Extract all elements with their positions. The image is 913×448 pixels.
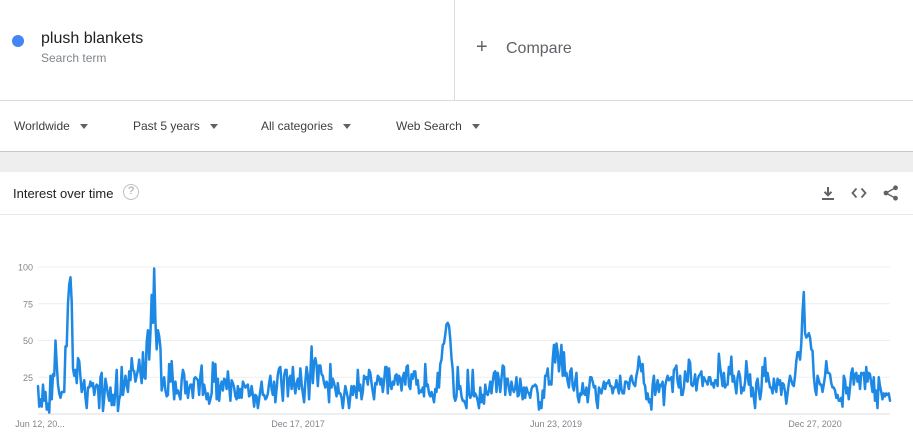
caret-down-icon xyxy=(471,123,480,129)
section-divider xyxy=(0,152,913,172)
filter-time-dropdown[interactable]: Past 5 years xyxy=(133,119,218,133)
compare-label: Compare xyxy=(506,40,572,57)
help-icon[interactable]: ? xyxy=(123,184,139,200)
caret-down-icon xyxy=(209,123,218,129)
search-term-name[interactable]: plush blankets xyxy=(41,30,144,47)
plus-icon: + xyxy=(476,36,488,58)
series-color-dot xyxy=(12,35,24,47)
y-axis-ticks: 100 75 50 25 xyxy=(18,263,33,383)
card-header: Interest over time ? xyxy=(0,172,913,215)
card-title: Interest over time xyxy=(13,186,114,201)
interest-over-time-card: Interest over time ? 100 75 50 25 Jun 12, 2… xyxy=(0,172,913,448)
filter-category-dropdown[interactable]: All categories xyxy=(261,119,352,133)
caret-down-icon xyxy=(343,123,352,129)
x-axis-ticks: Jun 12, 20... Dec 17, 2017 Jun 23, 2019 Dec… xyxy=(15,419,842,429)
y-tick-label: 25 xyxy=(23,373,33,383)
filter-region-dropdown[interactable]: Worldwide xyxy=(14,119,88,133)
filter-region-label: Worldwide xyxy=(14,119,70,133)
series-line xyxy=(36,267,892,414)
download-icon[interactable] xyxy=(819,184,837,202)
y-tick-label: 75 xyxy=(23,299,33,309)
filter-search-type-label: Web Search xyxy=(396,119,462,133)
filter-search-type-dropdown[interactable]: Web Search xyxy=(396,119,480,133)
x-tick-label: Dec 17, 2017 xyxy=(271,419,325,429)
embed-code-icon[interactable] xyxy=(850,184,868,202)
filter-time-label: Past 5 years xyxy=(133,119,200,133)
filter-category-label: All categories xyxy=(261,119,334,133)
y-tick-label: 100 xyxy=(18,263,33,273)
interest-chart: 100 75 50 25 Jun 12, 20... Dec 17, 2017 Jun 2… xyxy=(15,263,892,429)
y-tick-label: 50 xyxy=(23,336,33,346)
caret-down-icon xyxy=(79,123,88,129)
share-icon[interactable] xyxy=(882,184,900,202)
search-term-subtitle: Search term xyxy=(41,51,107,65)
x-tick-label: Dec 27, 2020 xyxy=(788,419,842,429)
search-term-panel[interactable]: plush blankets Search term xyxy=(0,0,455,100)
filter-bar: Worldwide Past 5 years All categories We… xyxy=(0,100,913,152)
x-tick-label: Jun 12, 20... xyxy=(15,419,65,429)
x-tick-label: Jun 23, 2019 xyxy=(530,419,582,429)
compare-button[interactable]: + Compare xyxy=(456,0,913,100)
